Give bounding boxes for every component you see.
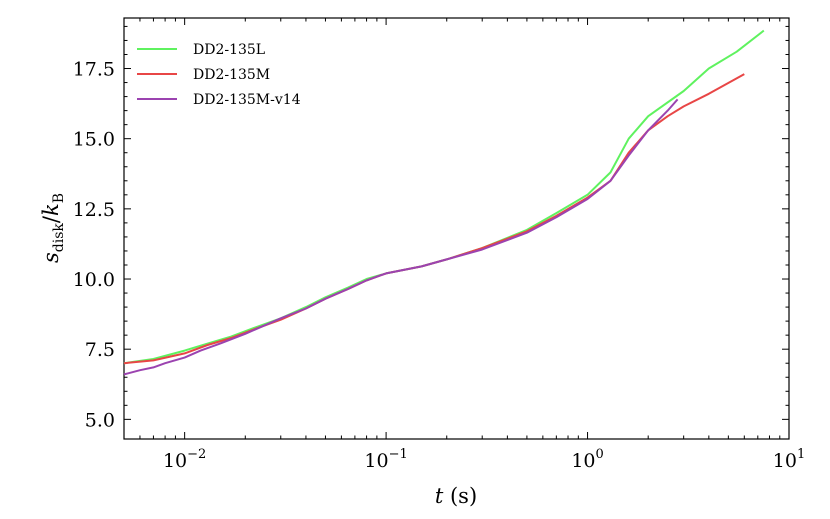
y-tick-label: 10.0 bbox=[73, 269, 115, 291]
series-layer bbox=[123, 29, 765, 376]
y-tick-label: 15.0 bbox=[73, 129, 115, 151]
legend: DD2-135L DD2-135M DD2-135M-v14 bbox=[137, 42, 301, 108]
y-axis-title: sdisk/kB bbox=[39, 193, 67, 263]
x-tick-label: 10−1 bbox=[364, 447, 407, 472]
y-tick-label: 12.5 bbox=[73, 199, 115, 221]
legend-label: DD2-135L bbox=[193, 42, 265, 58]
x-tick-label: 100 bbox=[571, 447, 603, 472]
series-line-dd2-135m bbox=[123, 73, 745, 365]
y-tick-label: 7.5 bbox=[85, 339, 115, 361]
legend-label: DD2-135M-v14 bbox=[193, 92, 301, 108]
plot-frame bbox=[123, 17, 790, 440]
x-axis-title: t (s) bbox=[435, 484, 477, 508]
x-tick-label: 10−2 bbox=[163, 447, 206, 472]
series-line-dd2-135m-v14 bbox=[123, 98, 679, 376]
x-tick-label: 101 bbox=[773, 447, 805, 472]
y-tick-label: 5.0 bbox=[85, 409, 115, 431]
legend-label: DD2-135M bbox=[193, 67, 270, 83]
y-tick-label: 17.5 bbox=[73, 59, 115, 81]
axis-ticks: 5.0 7.5 10.0 12.5 15.0 17.5 10−2 10−1 100 101 bbox=[73, 18, 805, 472]
